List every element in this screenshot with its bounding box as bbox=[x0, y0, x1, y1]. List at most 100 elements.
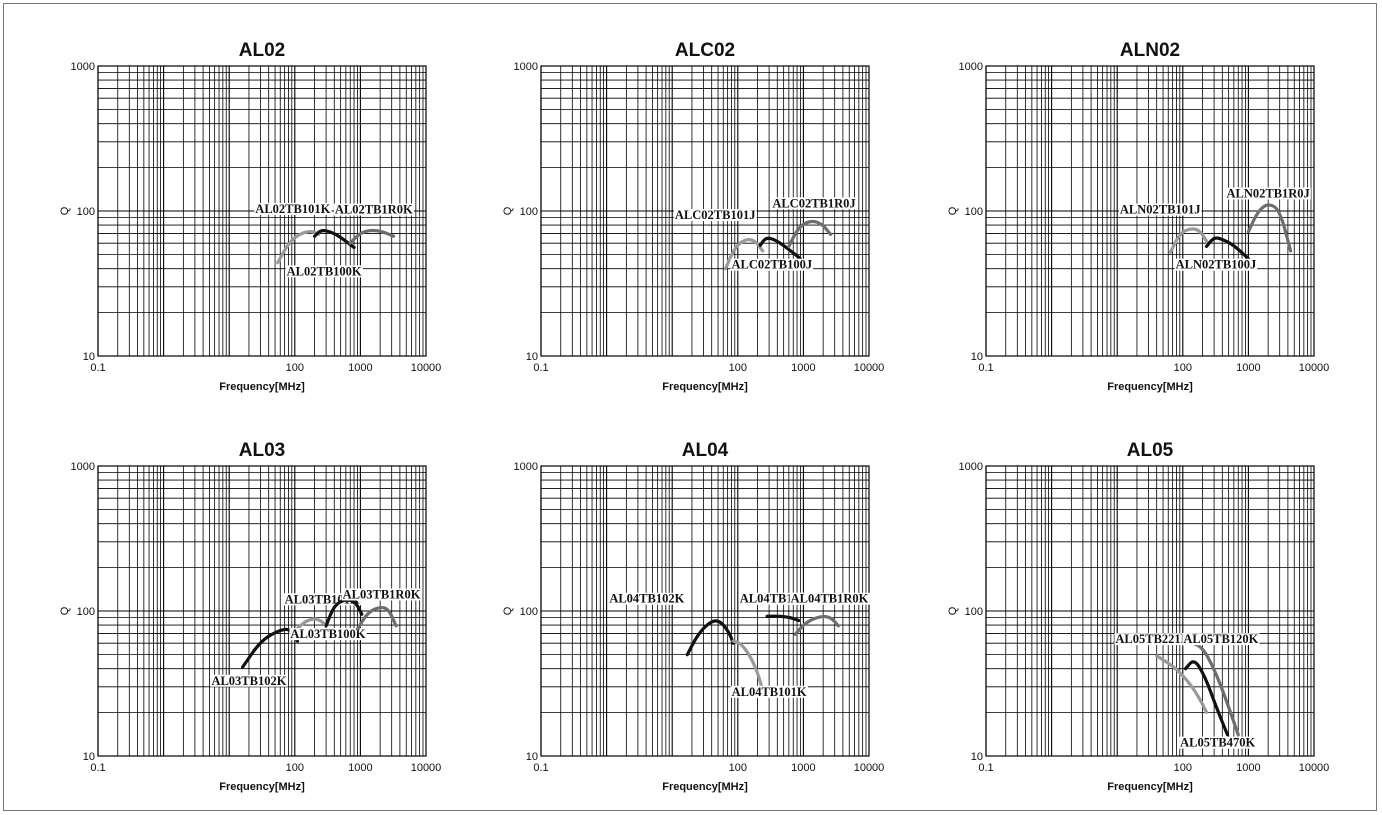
series-label-bg bbox=[254, 202, 332, 215]
series-label: AL03TB1R0K bbox=[343, 587, 421, 601]
series-line bbox=[685, 619, 735, 657]
series-label-bg bbox=[1179, 736, 1257, 749]
series-label: ALC02TB1R0J bbox=[772, 196, 855, 210]
series-label: AL05TB221K bbox=[1115, 632, 1190, 646]
plot-border bbox=[97, 65, 427, 357]
series-label-bg bbox=[1118, 203, 1202, 216]
y-tick-label: 1000 bbox=[959, 61, 983, 73]
series-label: ALN02TB100J bbox=[1176, 258, 1257, 272]
series-line bbox=[793, 614, 840, 636]
y-tick-label: 100 bbox=[965, 606, 983, 618]
y-tick-label: 10 bbox=[971, 751, 983, 763]
plot-border bbox=[985, 465, 1315, 757]
chart-title: AL05 bbox=[1127, 440, 1174, 461]
figure-frame bbox=[3, 3, 1377, 811]
y-axis-label: Q bbox=[502, 206, 514, 215]
series-label-bg bbox=[730, 258, 814, 271]
series-label-bg bbox=[608, 592, 686, 605]
series-line bbox=[1155, 654, 1209, 714]
y-tick-label: 10 bbox=[83, 751, 95, 763]
y-axis-label: Q bbox=[502, 606, 514, 615]
series-line bbox=[787, 219, 833, 248]
series-label-bg bbox=[289, 628, 367, 641]
x-tick-label: 10000 bbox=[854, 762, 885, 774]
x-tick-label: 1000 bbox=[1236, 362, 1260, 374]
grid bbox=[985, 466, 1314, 757]
series-line bbox=[758, 236, 802, 261]
chart-2: ALN02 0.1 100 1000 10000 10 100 1000 Frequency[M… bbox=[947, 40, 1329, 393]
series-label: ALC02TB100J bbox=[732, 258, 813, 272]
series-label: AL05TB120K bbox=[1183, 632, 1258, 646]
series-label-bg bbox=[771, 197, 857, 210]
grid bbox=[97, 466, 426, 757]
chart-0: AL02 0.1 100 1000 10000 10 100 1000 Frequency[MH… bbox=[59, 40, 441, 393]
y-axis-label: Q bbox=[59, 606, 71, 615]
series-label: AL04TB101K bbox=[732, 685, 807, 699]
chart-5: AL05 0.1 100 1000 10000 10 100 1000 Frequency[MH… bbox=[947, 440, 1329, 793]
chart-3: AL03 0.1 100 1000 10000 10 100 1000 Frequency[MH… bbox=[59, 440, 441, 793]
series-line bbox=[1246, 203, 1293, 253]
series-label-bg bbox=[730, 685, 808, 698]
chart-title: AL02 bbox=[239, 40, 285, 61]
series-label-bg bbox=[285, 265, 363, 278]
series-label: AL04TB1R0K bbox=[791, 592, 869, 606]
x-tick-label: 0.1 bbox=[978, 762, 993, 774]
series-line bbox=[765, 614, 801, 623]
x-tick-label: 10000 bbox=[1299, 762, 1330, 774]
series-label: AL02TB1R0K bbox=[335, 203, 413, 217]
y-tick-label: 1000 bbox=[514, 461, 538, 473]
x-axis-label: Frequency[MHz] bbox=[219, 381, 305, 393]
series-line bbox=[1183, 660, 1230, 737]
y-axis-label: Q bbox=[947, 206, 959, 215]
x-tick-label: 0.1 bbox=[533, 362, 548, 374]
series-label-bg bbox=[1174, 258, 1258, 271]
x-tick-label: 100 bbox=[286, 362, 304, 374]
x-tick-label: 100 bbox=[1174, 762, 1192, 774]
series-line bbox=[312, 229, 356, 250]
series-line bbox=[295, 617, 328, 630]
x-tick-label: 1000 bbox=[791, 762, 815, 774]
grid bbox=[540, 66, 869, 357]
series-label: AL02TB100K bbox=[287, 264, 362, 278]
plot-border bbox=[540, 65, 870, 357]
series-label-bg bbox=[1114, 633, 1192, 646]
series-line bbox=[1168, 227, 1210, 254]
y-tick-label: 10 bbox=[83, 351, 95, 363]
series-label-bg bbox=[341, 588, 422, 601]
x-tick-label: 100 bbox=[729, 762, 747, 774]
series-label: ALN02TB101J bbox=[1120, 203, 1201, 217]
series-line bbox=[355, 605, 398, 631]
x-axis-label: Frequency[MHz] bbox=[1107, 781, 1193, 793]
y-tick-label: 1000 bbox=[514, 61, 538, 73]
series-label: AL03TB102K bbox=[211, 674, 286, 688]
series-label-bg bbox=[673, 209, 757, 222]
x-tick-label: 100 bbox=[729, 362, 747, 374]
series-label: AL05TB470K bbox=[1180, 736, 1255, 750]
y-tick-label: 10 bbox=[971, 351, 983, 363]
x-tick-label: 0.1 bbox=[90, 362, 105, 374]
x-tick-label: 0.1 bbox=[978, 362, 993, 374]
plot-border bbox=[985, 65, 1315, 357]
x-tick-label: 10000 bbox=[854, 362, 885, 374]
series-label-bg bbox=[789, 592, 870, 605]
x-tick-label: 0.1 bbox=[90, 762, 105, 774]
x-tick-label: 10000 bbox=[1299, 362, 1330, 374]
x-tick-label: 1000 bbox=[348, 362, 372, 374]
x-axis-label: Frequency[MHz] bbox=[662, 381, 748, 393]
plot-border bbox=[97, 465, 427, 757]
series-line bbox=[348, 228, 396, 245]
series-label-bg bbox=[210, 674, 288, 687]
x-tick-label: 100 bbox=[286, 762, 304, 774]
x-tick-label: 1000 bbox=[791, 362, 815, 374]
x-axis-label: Frequency[MHz] bbox=[1107, 381, 1193, 393]
y-tick-label: 1000 bbox=[959, 461, 983, 473]
x-tick-label: 100 bbox=[1174, 362, 1192, 374]
series-label: AL02TB101K bbox=[255, 202, 330, 216]
series-label-bg bbox=[333, 203, 414, 216]
chart-4: AL04 0.1 100 1000 10000 10 100 1000 Frequency[MH… bbox=[502, 440, 884, 793]
chart-title: ALC02 bbox=[675, 40, 735, 61]
y-tick-label: 10 bbox=[526, 351, 538, 363]
grid bbox=[540, 466, 869, 757]
series-label: ALC02TB101J bbox=[675, 208, 756, 222]
